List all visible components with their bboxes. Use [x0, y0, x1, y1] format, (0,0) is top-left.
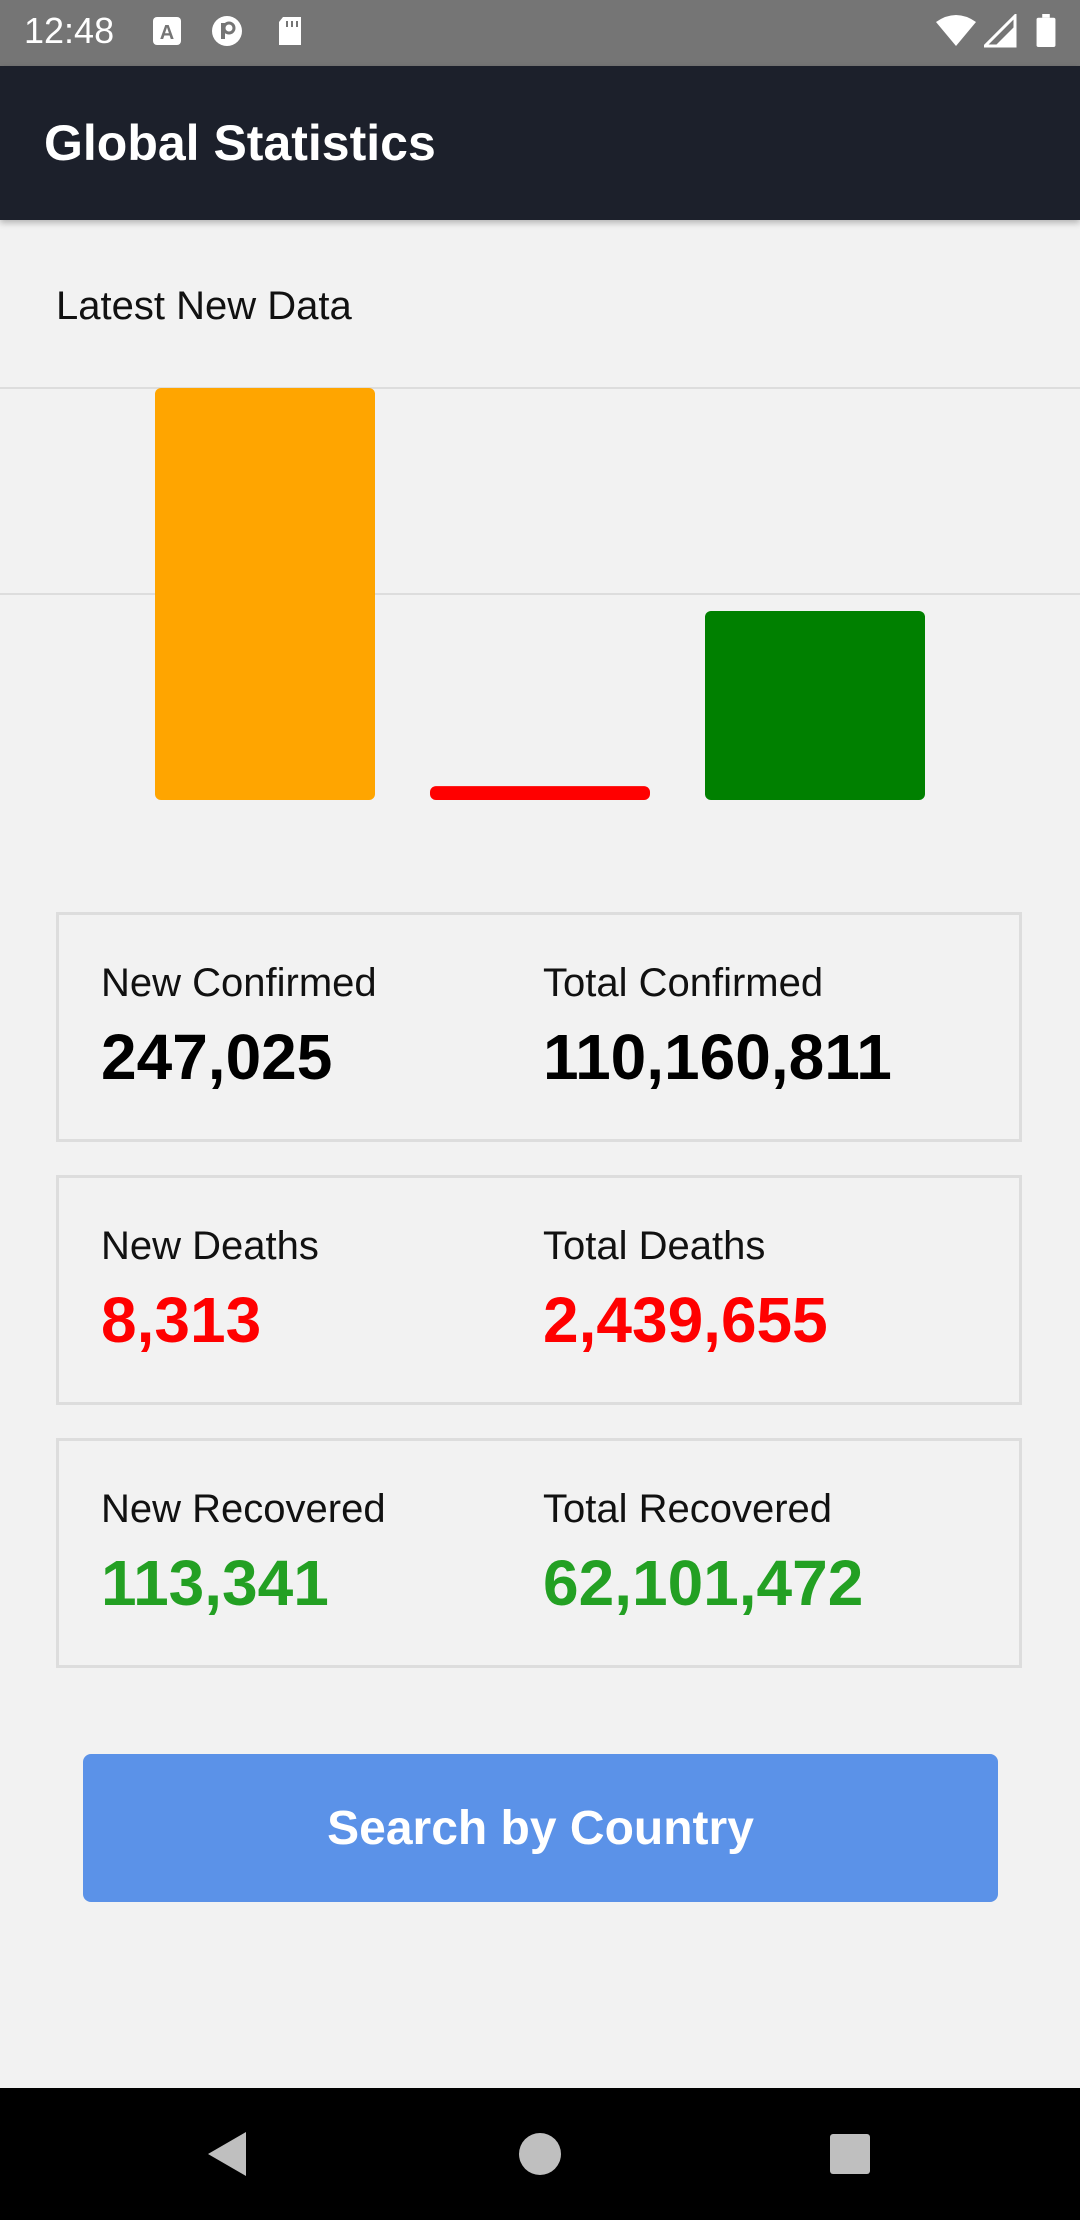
sd-card-icon — [279, 17, 301, 45]
p-icon — [212, 16, 242, 46]
app-bar: Global Statistics — [0, 66, 1080, 220]
new-recovered-label: New Recovered — [101, 1487, 386, 1531]
chart-bar-2 — [430, 786, 650, 800]
svg-text:A: A — [160, 22, 174, 44]
new-deaths-label: New Deaths — [101, 1224, 319, 1268]
total-recovered-stat: Total Recovered 62,101,472 — [543, 1489, 863, 1615]
wifi-icon — [936, 15, 976, 46]
chart-bar-3 — [705, 610, 925, 800]
battery-icon — [1036, 14, 1056, 48]
status-bar: 12:48 A — [0, 0, 1080, 66]
total-deaths-value: 2,439,655 — [543, 1284, 828, 1356]
back-icon[interactable] — [200, 2126, 256, 2182]
new-deaths-value: 8,313 — [101, 1284, 262, 1356]
total-confirmed-stat: Total Confirmed 110,160,811 — [543, 963, 892, 1089]
new-recovered-value: 113,341 — [101, 1547, 329, 1619]
total-recovered-value: 62,101,472 — [543, 1547, 864, 1619]
navigation-bar — [0, 2088, 1080, 2220]
new-deaths-stat: New Deaths 8,313 — [101, 1226, 319, 1352]
signal-icon — [984, 14, 1017, 48]
chart-bar-1 — [155, 388, 375, 800]
total-confirmed-label: Total Confirmed — [543, 961, 824, 1005]
new-recovered-stat: New Recovered 113,341 — [101, 1489, 386, 1615]
recents-icon[interactable] — [822, 2126, 878, 2182]
new-confirmed-stat: New Confirmed 247,025 — [101, 963, 377, 1089]
recovered-card: New Recovered 113,341 Total Recovered 62… — [56, 1438, 1022, 1668]
new-data-bar-chart — [0, 387, 1080, 800]
a-icon: A — [153, 17, 181, 45]
section-label: Latest New Data — [56, 284, 352, 328]
status-time: 12:48 — [24, 10, 115, 51]
total-deaths-stat: Total Deaths 2,439,655 — [543, 1226, 828, 1352]
deaths-card: New Deaths 8,313 Total Deaths 2,439,655 — [56, 1175, 1022, 1405]
confirmed-card: New Confirmed 247,025 Total Confirmed 11… — [56, 912, 1022, 1142]
search-by-country-button[interactable]: Search by Country — [83, 1754, 998, 1902]
total-deaths-label: Total Deaths — [543, 1224, 766, 1268]
new-confirmed-value: 247,025 — [101, 1021, 333, 1093]
total-confirmed-value: 110,160,811 — [543, 1021, 892, 1093]
total-recovered-label: Total Recovered — [543, 1487, 833, 1531]
new-confirmed-label: New Confirmed — [101, 961, 377, 1005]
page-title: Global Statistics — [44, 115, 436, 171]
home-icon[interactable] — [512, 2126, 568, 2182]
